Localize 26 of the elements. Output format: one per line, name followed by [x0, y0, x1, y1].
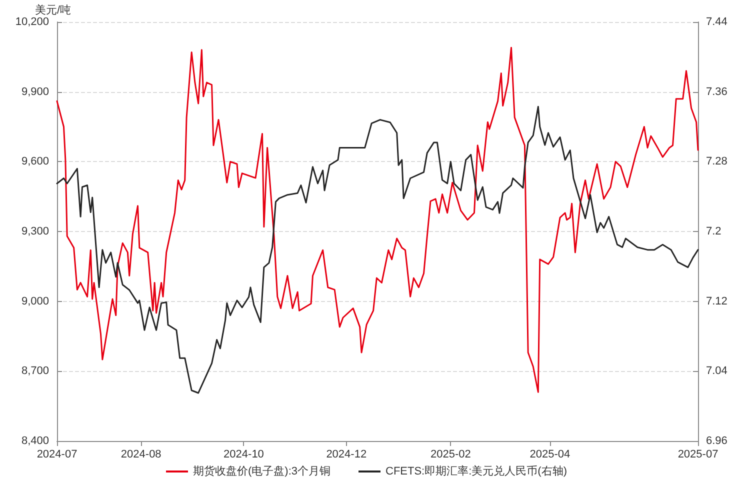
y2-tick-label: 7.36	[706, 86, 728, 98]
x-tick-label: 2025-02	[430, 448, 471, 460]
y2-tick-label: 6.96	[706, 435, 728, 447]
x-tick-label: 2024-10	[224, 448, 264, 460]
y-tick-label: 9,900	[21, 86, 49, 98]
x-tick-label: 2024-08	[120, 448, 162, 460]
y-tick-label: 9,000	[21, 295, 49, 308]
y-axis-title: 美元/吨	[34, 4, 71, 16]
line-series	[56, 106, 699, 394]
x-tick-label: 2025-07	[678, 448, 718, 460]
y-tick-label: 9,300	[21, 226, 49, 238]
legend-label: CFETS:即期汇率:美元兑人民币(右轴)	[386, 464, 568, 478]
y-tick-label: 9,600	[21, 156, 49, 168]
x-tick-label: 2024-12	[326, 448, 367, 460]
legend-label: 期货收盘价(电子盘):3个月铜	[193, 464, 331, 478]
y2-tick-label: 7.04	[706, 365, 728, 378]
y-tick-label: 8,400	[21, 435, 49, 447]
y2-tick-label: 7.12	[706, 295, 728, 308]
y2-tick-label: 7.2	[706, 226, 722, 238]
y-tick-label: 10,200	[15, 16, 49, 28]
y2-tick-label: 7.28	[706, 156, 728, 168]
x-tick-label: 2025-04	[530, 448, 570, 460]
x-tick-label: 2024-07	[36, 448, 78, 460]
y-tick-label: 8,700	[21, 365, 49, 378]
y2-tick-label: 7.44	[706, 16, 728, 28]
line-series	[56, 46, 699, 393]
